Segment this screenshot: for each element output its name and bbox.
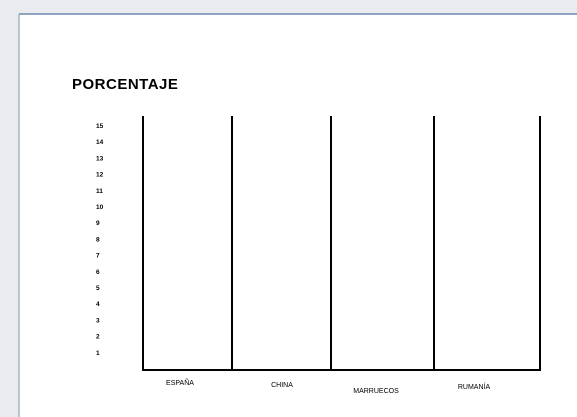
row-label: 2 bbox=[96, 334, 100, 341]
row-label: 9 bbox=[96, 220, 100, 227]
column-label: MARRUECOS bbox=[353, 388, 399, 395]
row-label: 14 bbox=[96, 139, 104, 146]
title: PORCENTAJE bbox=[72, 76, 178, 93]
row-label: 10 bbox=[96, 204, 104, 211]
row-label: 15 bbox=[96, 123, 104, 130]
column-label: RUMANÍA bbox=[458, 382, 491, 391]
column-label: ESPAÑA bbox=[166, 378, 194, 387]
row-label: 1 bbox=[96, 350, 100, 357]
row-label: 8 bbox=[96, 236, 100, 243]
labels: 15 14 13 12 11 10 9 8 7 6 5 4 3 2 1 ESPAÑA CHINA MARRUECO… bbox=[96, 123, 490, 395]
row-label: 3 bbox=[96, 317, 100, 324]
page-sheet bbox=[19, 14, 577, 417]
row-label: 4 bbox=[96, 301, 100, 308]
row-label: 12 bbox=[96, 172, 104, 179]
row-label: 13 bbox=[96, 155, 104, 162]
row-label: 7 bbox=[96, 253, 100, 260]
row-label: 11 bbox=[96, 188, 103, 195]
grid-frame bbox=[142, 116, 541, 371]
column-label: CHINA bbox=[271, 382, 293, 389]
row-label: 6 bbox=[96, 269, 100, 276]
row-label: 5 bbox=[96, 285, 100, 292]
